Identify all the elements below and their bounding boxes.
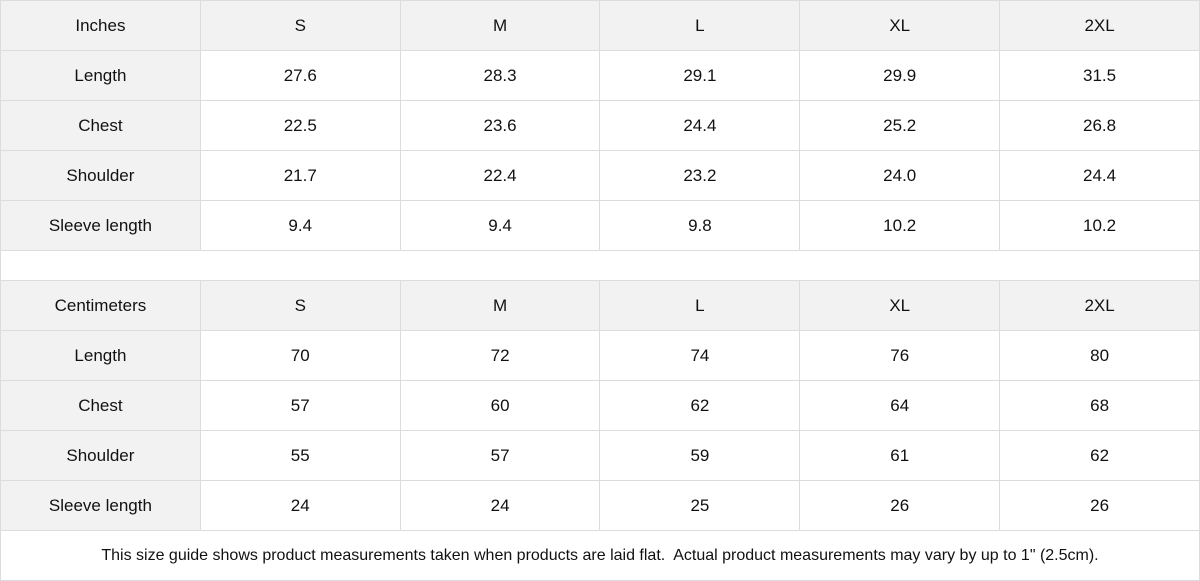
measurement-value: 22.4	[399, 150, 601, 201]
size-header: L	[599, 0, 801, 51]
header-row: Inches S M L XL 2XL	[0, 0, 1200, 51]
measurement-value: 21.7	[199, 150, 401, 201]
measurement-value: 55	[199, 430, 401, 481]
measurement-value: 68	[999, 380, 1200, 431]
table-row: Length 27.6 28.3 29.1 29.9 31.5	[0, 50, 1200, 101]
size-header: S	[199, 0, 401, 51]
table-row: Chest 22.5 23.6 24.4 25.2 26.8	[0, 100, 1200, 151]
measurement-value: 60	[399, 380, 601, 431]
measurement-value: 72	[399, 330, 601, 381]
measurement-value: 26	[999, 480, 1200, 531]
size-header: 2XL	[999, 0, 1200, 51]
measurement-value: 26.8	[999, 100, 1200, 151]
size-header: 2XL	[999, 280, 1200, 331]
measurement-label: Chest	[0, 380, 201, 431]
measurement-label: Shoulder	[0, 430, 201, 481]
measurement-value: 27.6	[199, 50, 401, 101]
table-row: Length 70 72 74 76 80	[0, 330, 1200, 381]
measurement-value: 57	[399, 430, 601, 481]
measurement-label: Sleeve length	[0, 200, 201, 251]
measurement-value: 70	[199, 330, 401, 381]
measurement-value: 9.4	[199, 200, 401, 251]
table-row: Shoulder 21.7 22.4 23.2 24.0 24.4	[0, 150, 1200, 201]
table-spacer	[0, 250, 1200, 281]
measurement-value: 24	[199, 480, 401, 531]
size-header: XL	[799, 0, 1001, 51]
table-row: Sleeve length 9.4 9.4 9.8 10.2 10.2	[0, 200, 1200, 251]
measurement-label: Sleeve length	[0, 480, 201, 531]
measurement-value: 23.6	[399, 100, 601, 151]
measurement-value: 74	[599, 330, 801, 381]
measurement-value: 9.8	[599, 200, 801, 251]
measurement-label: Chest	[0, 100, 201, 151]
measurement-value: 24	[399, 480, 601, 531]
measurement-value: 59	[599, 430, 801, 481]
header-row: Centimeters S M L XL 2XL	[0, 280, 1200, 331]
measurement-label: Length	[0, 50, 201, 101]
measurement-value: 24.4	[999, 150, 1200, 201]
measurement-label: Length	[0, 330, 201, 381]
measurement-value: 10.2	[999, 200, 1200, 251]
measurement-value: 25.2	[799, 100, 1001, 151]
measurement-value: 26	[799, 480, 1001, 531]
size-guide-note: This size guide shows product measuremen…	[0, 530, 1200, 581]
measurement-value: 62	[999, 430, 1200, 481]
measurement-value: 80	[999, 330, 1200, 381]
measurement-value: 10.2	[799, 200, 1001, 251]
table-row: Sleeve length 24 24 25 26 26	[0, 480, 1200, 531]
measurement-value: 28.3	[399, 50, 601, 101]
measurement-value: 22.5	[199, 100, 401, 151]
measurement-value: 24.0	[799, 150, 1001, 201]
measurement-value: 57	[199, 380, 401, 431]
measurement-value: 23.2	[599, 150, 801, 201]
size-header: L	[599, 280, 801, 331]
measurement-value: 24.4	[599, 100, 801, 151]
measurement-value: 25	[599, 480, 801, 531]
measurement-value: 64	[799, 380, 1001, 431]
measurement-value: 61	[799, 430, 1001, 481]
unit-header: Centimeters	[0, 280, 201, 331]
measurement-value: 29.1	[599, 50, 801, 101]
size-header: XL	[799, 280, 1001, 331]
table-row: Chest 57 60 62 64 68	[0, 380, 1200, 431]
unit-header: Inches	[0, 0, 201, 51]
measurement-label: Shoulder	[0, 150, 201, 201]
measurement-value: 9.4	[399, 200, 601, 251]
table-row: Shoulder 55 57 59 61 62	[0, 430, 1200, 481]
size-header: M	[399, 0, 601, 51]
size-header: S	[199, 280, 401, 331]
measurement-value: 29.9	[799, 50, 1001, 101]
measurement-value: 62	[599, 380, 801, 431]
measurement-value: 76	[799, 330, 1001, 381]
spacer-cell	[0, 250, 1200, 281]
size-header: M	[399, 280, 601, 331]
measurement-value: 31.5	[999, 50, 1200, 101]
note-row: This size guide shows product measuremen…	[0, 530, 1200, 581]
